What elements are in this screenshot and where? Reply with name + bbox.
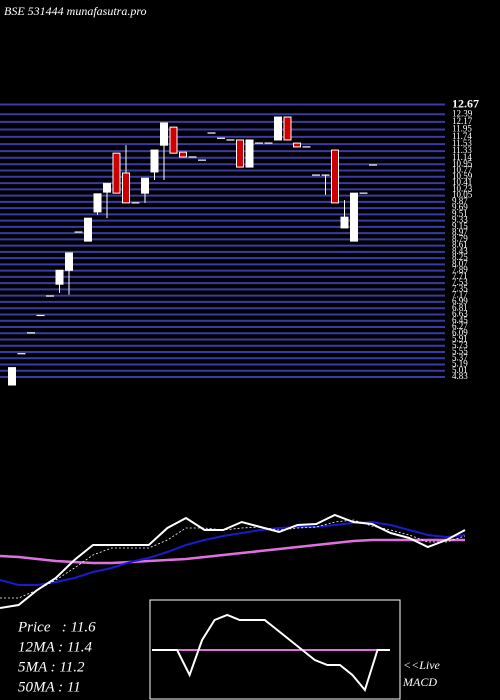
y-tick-label: 4.83 [452,371,468,381]
candle-body [122,172,130,204]
plot: 12.6712.3912.1711.9511.7411.5311.3311.14… [0,96,479,695]
y-tick-label: 10.23 [452,183,473,193]
y-tick-label: 9.33 [452,215,468,225]
y-tick-label: 10.41 [452,177,472,187]
y-tick-label: 5.01 [452,365,468,375]
candle-body [160,122,168,146]
y-tick-label: 6.81 [452,302,468,312]
y-tick-label: 8.97 [452,227,468,237]
series-line [0,538,465,565]
y-tick-label: 7.71 [452,271,468,281]
macd-label: <<Live [403,658,441,672]
candle-body [84,217,92,242]
y-tick-label: 7.53 [452,277,468,287]
candle-body [8,367,16,386]
series-line [0,519,466,599]
y-tick-label: 5.91 [452,334,468,344]
y-tick-label: 8.43 [452,246,468,256]
y-tick-label: 8.79 [452,233,468,243]
info-label: Price : 11.6 [17,619,96,635]
y-tick-label: 11.33 [452,145,472,155]
y-tick-label: 11.53 [452,138,472,148]
y-tick-label: 8.61 [452,240,468,250]
y-tick-label: 10.59 [452,171,473,181]
y-tick-label: 5.55 [452,346,468,356]
y-tick-label: 12.67 [452,96,479,110]
candle-body [93,193,102,213]
y-tick-label: 10.95 [452,158,473,168]
y-tick-label: 9.51 [452,208,468,218]
candle-body [236,139,244,168]
series-line [152,613,390,693]
y-tick-label: 11.14 [452,152,472,162]
candle-body [150,149,159,173]
y-tick-label: 6.45 [452,315,468,325]
macd-frame [149,599,401,700]
y-tick-label: 12.39 [452,108,473,118]
candle-body [179,151,187,158]
candle-body [141,177,149,194]
candle-body [103,182,111,193]
candle-body [112,152,121,194]
candle-body [350,192,358,242]
y-tick-label: 6.09 [452,327,468,337]
y-tick-label: 11.74 [452,131,472,141]
y-tick-label: 8.25 [452,252,468,262]
candle-body [331,149,339,204]
y-tick-label: 7.89 [452,265,468,275]
y-tick-label: 9.69 [452,202,468,212]
y-tick-label: 5.37 [452,352,468,362]
candle-body [293,142,301,148]
candle-body [65,252,73,271]
candle-body [55,269,64,285]
y-tick-label: 5.73 [452,340,468,350]
info-label: 50MA : 11 [18,679,81,695]
series-line [0,520,466,586]
candle-body [169,126,178,154]
info-label: 12MA : 11.4 [18,639,93,655]
y-tick-label: 7.17 [452,290,468,300]
candle-body [245,139,254,168]
y-tick-label: 9.15 [452,221,468,231]
y-tick-label: 6.27 [452,321,468,331]
candle-body [274,116,282,141]
chart-title: BSE 531444 munafasutra.pro [4,4,147,18]
y-tick-label: 5.19 [452,359,468,369]
y-tick-label: 10.77 [452,165,473,175]
y-tick-label: 6.99 [452,296,468,306]
y-tick-label: 10.05 [452,190,473,200]
y-tick-label: 12.17 [452,116,473,126]
y-tick-label: 11.95 [452,124,472,134]
candle-body [283,116,292,141]
macd-label: MACD [402,675,437,689]
info-label: 5MA : 11.2 [18,659,85,675]
y-tick-label: 6.63 [452,309,468,319]
y-tick-label: 9.87 [452,196,468,206]
y-tick-label: 8.07 [452,258,468,268]
series-line [0,513,466,609]
y-tick-label: 7.35 [452,283,468,293]
candle-body [340,216,349,229]
